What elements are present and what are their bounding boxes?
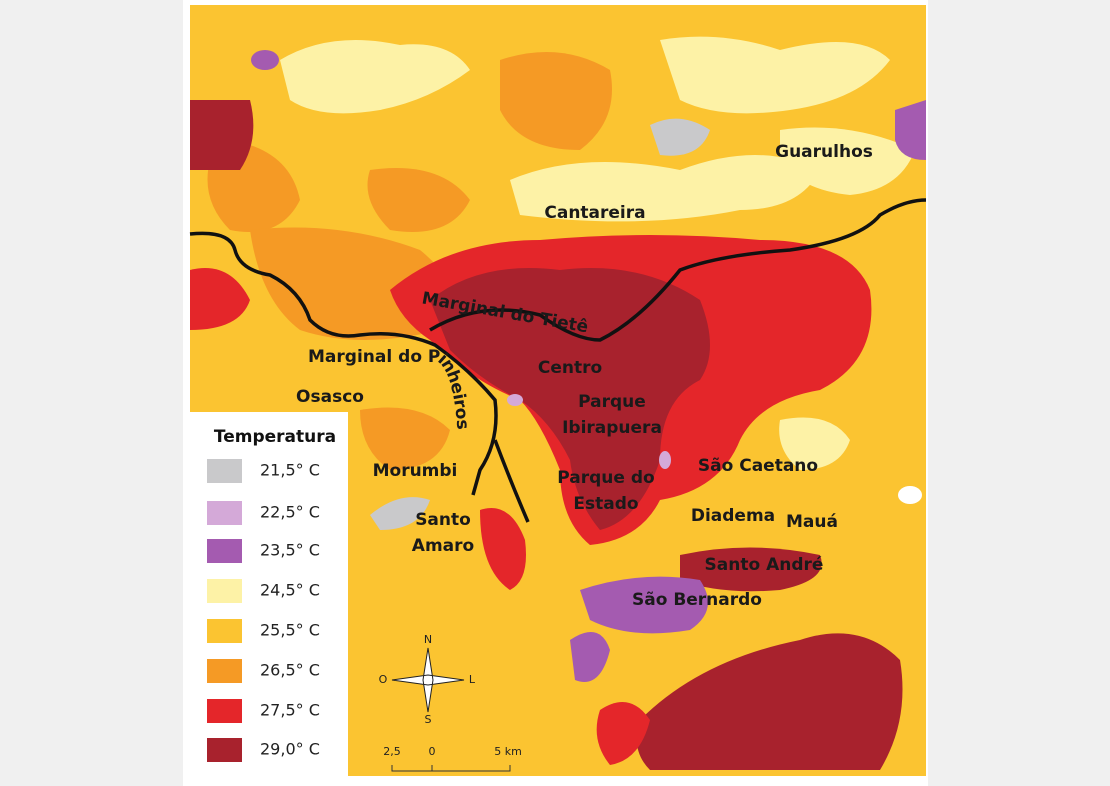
place-label: Amaro [412,536,474,556]
zone [507,394,523,406]
river [493,439,530,523]
scale-line [391,765,511,772]
zone [680,547,822,592]
legend-label: 21,5° C [260,461,320,480]
scale-bar [391,765,511,772]
legend-label: 29,0° C [260,740,320,759]
zone [895,100,926,160]
place-label: Parque [578,392,646,412]
zone [480,508,526,590]
place-label: São Bernardo [632,590,762,610]
compass-rose [391,647,465,713]
legend-swatch [207,501,242,525]
place-label: Mauá [786,512,838,532]
river [189,231,498,496]
place-label: Centro [538,358,602,378]
legend-swatch [207,539,242,563]
zone [780,127,915,195]
place-label: Estado [573,494,638,514]
legend: 21,5° C 22,5° C 23,5° C 24,5° C 25,5° C 26,5°… [207,459,320,762]
compass-letter: S [425,713,432,726]
legend-swatch [207,659,242,683]
place-label: Diadema [691,506,775,526]
legend-label: 26,5° C [260,661,320,680]
zone [659,451,671,469]
zone [596,702,650,765]
scale-label: 0 [429,745,436,758]
legend-label: 23,5° C [260,541,320,560]
place-label: Guarulhos [775,142,873,162]
compass-letter: L [469,673,476,686]
zone [510,155,820,222]
zone [280,40,470,114]
place-label: Morumbi [373,461,458,481]
scale-label: 2,5 [383,745,401,758]
zone [650,118,710,156]
compass [391,647,465,713]
zone [570,632,610,682]
zone [360,407,450,470]
scale-label: 5 km [494,745,522,758]
legend-label: 22,5° C [260,503,320,522]
place-label: Santo André [705,555,824,575]
legend-swatch [207,459,242,483]
legend-swatch [207,579,242,603]
zone [190,268,250,330]
zone [430,268,710,530]
rivers [189,198,927,523]
temperature-zones [190,36,926,770]
zone [367,168,470,232]
place-label: Parque do [557,468,654,488]
place-label: Ibirapuera [562,418,662,438]
zone [660,36,890,114]
zone [370,497,430,530]
zone [636,633,903,770]
zone [898,486,922,504]
legend-label: 25,5° C [260,621,320,640]
zone [580,576,708,634]
zone [251,50,279,70]
legend-title: Temperatura [214,427,336,447]
legend-swatch [207,699,242,723]
legend-swatch [207,738,242,762]
river [429,198,927,342]
zone [500,52,612,150]
compass-letter: O [379,673,388,686]
place-label: São Caetano [698,456,818,476]
legend-label: 24,5° C [260,581,320,600]
legend-label: 27,5° C [260,701,320,720]
legend-swatch [207,619,242,643]
place-label: Osasco [296,387,364,407]
zone [190,100,254,170]
compass-letter: N [424,633,432,646]
place-label: Cantareira [544,203,645,223]
place-label: Santo [415,510,471,530]
zone [779,417,850,470]
